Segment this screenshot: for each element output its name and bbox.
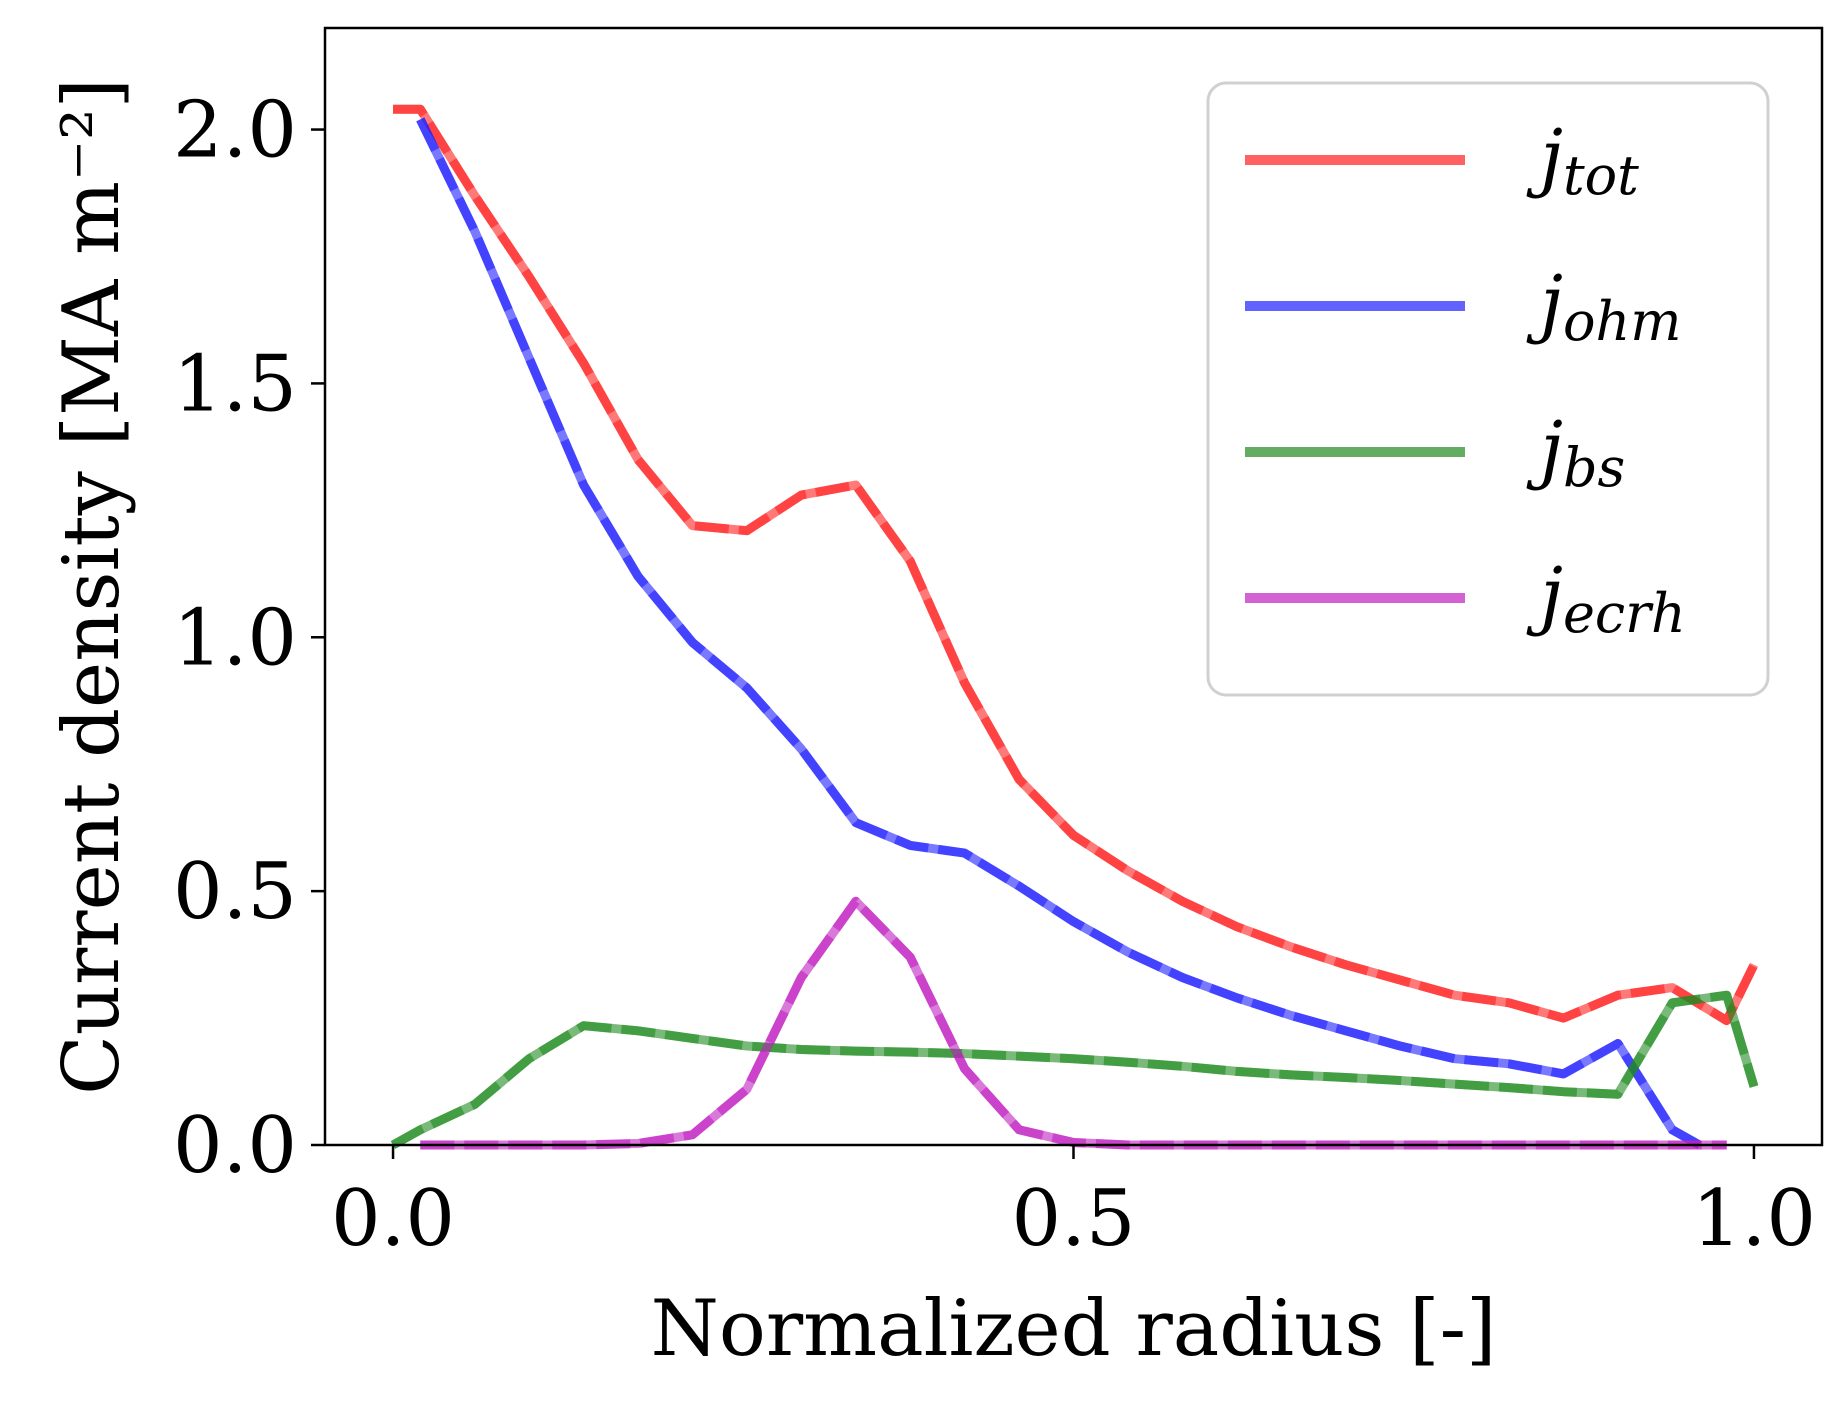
series-dash-bs bbox=[390, 990, 1759, 1149]
legend-label-subscript: tot bbox=[1563, 144, 1639, 207]
series-dash-tot bbox=[393, 104, 1759, 1026]
legend-item-ecrh: jecrh bbox=[1245, 552, 1686, 645]
legend-box bbox=[1206, 81, 1770, 697]
y-tick-label: 0.0 bbox=[173, 1101, 297, 1191]
ticks-layer: 0.0 0.5 1.0 0.0 0.5 1.0 1.5 2.0 bbox=[173, 86, 1816, 1264]
series-tot bbox=[393, 104, 1759, 1026]
y-tick-label: 1.0 bbox=[173, 593, 297, 683]
legend-label-subscript: bs bbox=[1563, 436, 1625, 499]
series-dash-ohm bbox=[416, 117, 1702, 1149]
x-tick-label: 0.0 bbox=[331, 1174, 455, 1264]
y-tick-label: 0.5 bbox=[173, 847, 297, 937]
x-tick-label: 0.5 bbox=[1011, 1174, 1135, 1264]
y-axis-label: Current density [MA m⁻²] bbox=[47, 78, 137, 1095]
legend-item-ohm: johm bbox=[1245, 260, 1681, 353]
x-axis-label: Normalized radius [-] bbox=[651, 1284, 1497, 1374]
legend-label-ecrh: jecrh bbox=[1526, 552, 1686, 645]
x-tick-label: 1.0 bbox=[1692, 1174, 1816, 1264]
series-ohm bbox=[416, 117, 1702, 1149]
y-tick-label: 1.5 bbox=[173, 339, 297, 429]
legend-label-subscript: ecrh bbox=[1563, 582, 1686, 645]
y-tick-label: 2.0 bbox=[173, 86, 297, 176]
legend-label-subscript: ohm bbox=[1563, 290, 1682, 353]
series-bs bbox=[390, 990, 1759, 1149]
